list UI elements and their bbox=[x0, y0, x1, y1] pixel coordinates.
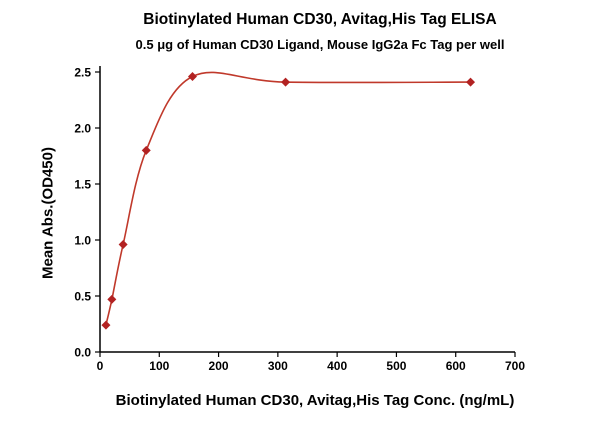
data-point-marker bbox=[118, 239, 128, 249]
y-tick-label: 1.5 bbox=[74, 178, 91, 192]
y-tick-label: 0.5 bbox=[74, 290, 91, 304]
x-tick-label: 600 bbox=[446, 359, 466, 373]
x-tick-label: 700 bbox=[505, 359, 525, 373]
data-point-marker bbox=[101, 320, 111, 330]
data-point-marker bbox=[107, 294, 117, 304]
data-point-marker bbox=[187, 71, 197, 81]
y-tick-label: 0.0 bbox=[74, 346, 91, 360]
data-point-marker bbox=[281, 77, 291, 87]
y-tick-label: 1.0 bbox=[74, 234, 91, 248]
x-tick-label: 400 bbox=[327, 359, 347, 373]
data-point-marker bbox=[466, 77, 476, 87]
x-tick-label: 100 bbox=[149, 359, 169, 373]
chart-subtitle: 0.5 μg of Human CD30 Ligand, Mouse IgG2a… bbox=[135, 37, 505, 52]
x-tick-label: 0 bbox=[97, 359, 104, 373]
x-tick-label: 300 bbox=[268, 359, 288, 373]
y-tick-label: 2.0 bbox=[74, 122, 91, 136]
x-axis-label: Biotinylated Human CD30, Avitag,His Tag … bbox=[115, 392, 515, 409]
chart-title: Biotinylated Human CD30, Avitag,His Tag … bbox=[143, 11, 497, 28]
x-tick-label: 200 bbox=[209, 359, 229, 373]
y-tick-label: 2.5 bbox=[74, 66, 91, 80]
fit-curve bbox=[105, 71, 471, 326]
x-tick-label: 500 bbox=[386, 359, 406, 373]
data-point-marker bbox=[141, 145, 151, 155]
